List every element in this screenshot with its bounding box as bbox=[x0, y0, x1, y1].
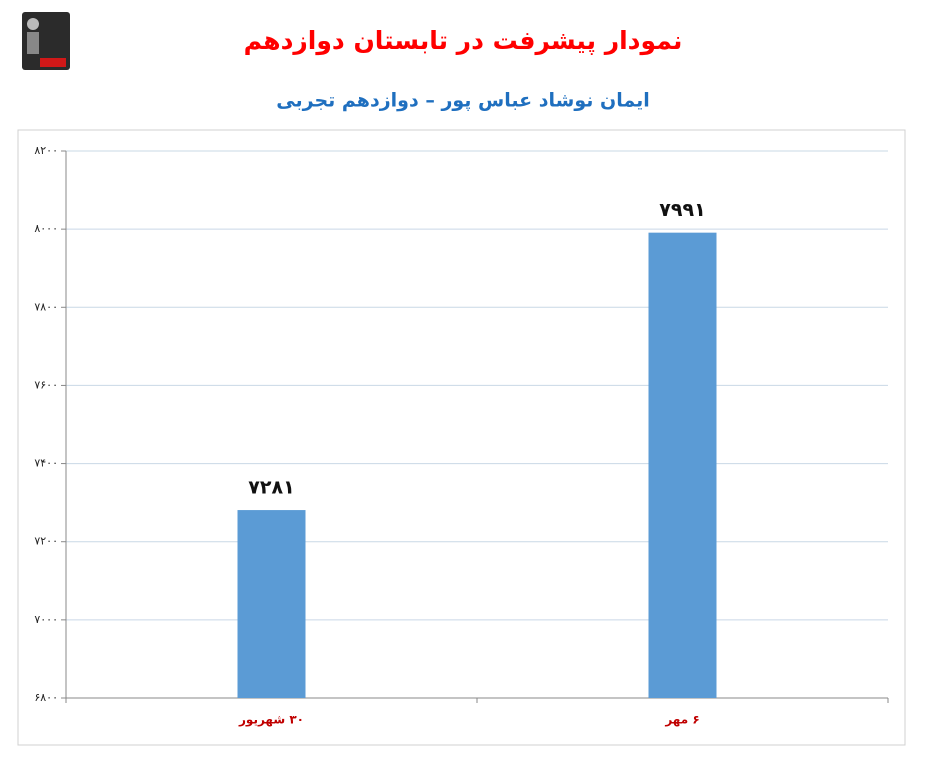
x-tick-label: ۳۰ شهریور bbox=[238, 713, 304, 728]
bar bbox=[648, 232, 717, 698]
y-tick-label: ۷۲۰۰ bbox=[34, 535, 58, 548]
y-tick-label: ۸۰۰۰ bbox=[34, 222, 58, 235]
x-tick-label: ۶ مهر bbox=[664, 713, 699, 727]
y-tick-label: ۷۶۰۰ bbox=[34, 378, 58, 391]
bar bbox=[237, 510, 306, 698]
y-tick-label: ۷۴۰۰ bbox=[34, 457, 58, 470]
y-tick-label: ۷۸۰۰ bbox=[34, 300, 58, 313]
chart-frame bbox=[17, 129, 906, 746]
value-label: ۷۲۸۱ bbox=[248, 477, 294, 499]
y-tick-label: ۸۲۰۰ bbox=[34, 144, 58, 157]
y-tick-label: ۷۰۰۰ bbox=[34, 613, 58, 626]
chart-title: نمودار پیشرفت در تابستان دوازدهم bbox=[244, 26, 683, 56]
value-label: ۷۹۹۱ bbox=[659, 199, 705, 221]
logo bbox=[22, 12, 70, 70]
y-tick-label: ۶۸۰۰ bbox=[34, 691, 58, 704]
chart-subtitle: ایمان نوشاد عباس پور – دوازدهم تجربی bbox=[276, 90, 649, 112]
